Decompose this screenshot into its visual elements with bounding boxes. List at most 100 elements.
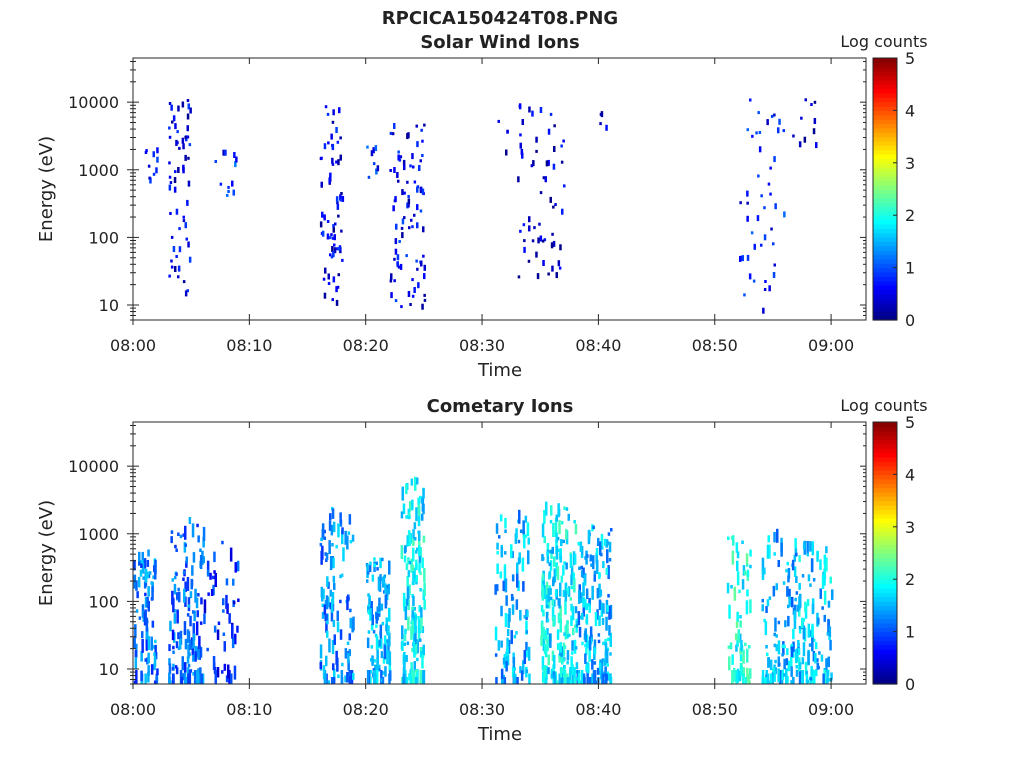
heatmap-cell (319, 644, 323, 659)
heatmap-cell (388, 607, 391, 622)
heatmap-cell (214, 160, 217, 163)
heatmap-cell (369, 613, 372, 621)
heatmap-cell (197, 593, 200, 597)
heatmap-cell (213, 625, 217, 633)
heatmap-cell (494, 626, 498, 641)
heatmap-cell (327, 680, 330, 684)
heatmap-cell (568, 633, 571, 638)
heatmap-cell (147, 652, 150, 664)
heatmap-cell (773, 156, 776, 163)
heatmap-cell (331, 598, 334, 613)
heatmap-cell (193, 610, 196, 622)
colorbar-tick-label: 2 (905, 206, 915, 225)
heatmap-cell (183, 542, 187, 553)
heatmap-cell (809, 680, 812, 684)
heatmap-cell (551, 599, 554, 607)
heatmap-cell (393, 279, 396, 283)
heatmap-cell (606, 604, 609, 612)
heatmap-cell (774, 617, 777, 632)
heatmap-cell (748, 645, 751, 649)
colorbar-segment (873, 662, 897, 668)
heatmap-cell (408, 512, 411, 517)
heatmap-cell (346, 672, 349, 683)
heatmap-cell (407, 616, 410, 631)
heatmap-cell (236, 560, 240, 572)
heatmap-cell (496, 551, 499, 555)
heatmap-cell (403, 657, 406, 671)
heatmap-cell (386, 586, 389, 597)
colorbar-segment (873, 605, 897, 611)
heatmap-cell (402, 159, 406, 166)
heatmap-cell (542, 556, 545, 561)
heatmap-cell (519, 142, 522, 149)
heatmap-cell (187, 103, 190, 110)
heatmap-cell (387, 625, 390, 636)
heatmap-cell (146, 657, 149, 665)
heatmap-cell (331, 157, 334, 164)
heatmap-cell (551, 232, 554, 236)
heatmap-cell (570, 565, 574, 580)
heatmap-cell (744, 642, 747, 647)
colorbar-segment (873, 219, 897, 225)
heatmap-cell (517, 539, 521, 544)
heatmap-cell (571, 608, 574, 613)
heatmap-cell (811, 623, 814, 638)
heatmap-cell (597, 633, 601, 637)
heatmap-cell (421, 513, 424, 521)
colorbar-segment (873, 504, 897, 510)
heatmap-cell (827, 656, 830, 668)
heatmap-cell (599, 589, 603, 597)
heatmap-cell (829, 639, 832, 651)
heatmap-cell (564, 590, 568, 602)
heatmap-cell (416, 477, 419, 485)
heatmap-cell (147, 586, 150, 597)
heatmap-cell (422, 254, 425, 258)
heatmap-cell (503, 677, 507, 684)
heatmap-cell (583, 574, 586, 586)
heatmap-cell (775, 634, 778, 638)
heatmap-cell (552, 616, 555, 627)
heatmap-cell (417, 619, 421, 634)
colorbar-tick-label: 0 (905, 311, 915, 330)
heatmap-cell (401, 189, 404, 196)
heatmap-cell (331, 543, 334, 547)
heatmap-cell (578, 566, 581, 570)
heatmap-cell (574, 646, 578, 650)
heatmap-cell (145, 637, 148, 645)
heatmap-cell (523, 650, 526, 664)
colorbar-segment (873, 657, 897, 663)
heatmap-cell (417, 633, 421, 641)
heatmap-cell (823, 575, 826, 586)
heatmap-cell (739, 620, 742, 628)
colorbar-segment (873, 97, 897, 103)
heatmap-cell (794, 546, 798, 557)
heatmap-cell (504, 529, 507, 533)
heatmap-cell (763, 618, 766, 623)
heatmap-cell (390, 292, 393, 299)
heatmap-cell (413, 287, 416, 293)
heatmap-cell (170, 265, 174, 269)
heatmap-cell (410, 478, 414, 486)
heatmap-cell (766, 652, 769, 657)
heatmap-cell (605, 124, 608, 131)
heatmap-cell (826, 670, 829, 684)
heatmap-cell (557, 503, 560, 518)
heatmap-cell (143, 558, 147, 569)
heatmap-cell (605, 616, 608, 631)
heatmap-cell (571, 640, 574, 651)
heatmap-cell (557, 598, 560, 606)
heatmap-cell (423, 293, 426, 297)
heatmap-cell (531, 110, 534, 117)
colorbar-segment (873, 544, 897, 550)
heatmap-cell (416, 547, 419, 552)
heatmap-cell (566, 661, 569, 665)
heatmap-cell (745, 600, 749, 615)
heatmap-cell (598, 572, 601, 580)
heatmap-cell (373, 659, 376, 663)
heatmap-cell (802, 625, 806, 640)
heatmap-cell (495, 523, 499, 534)
colorbar-segment (873, 583, 897, 589)
heatmap-cell (519, 610, 522, 621)
heatmap-cell (604, 638, 607, 646)
heatmap-cell (177, 587, 180, 592)
